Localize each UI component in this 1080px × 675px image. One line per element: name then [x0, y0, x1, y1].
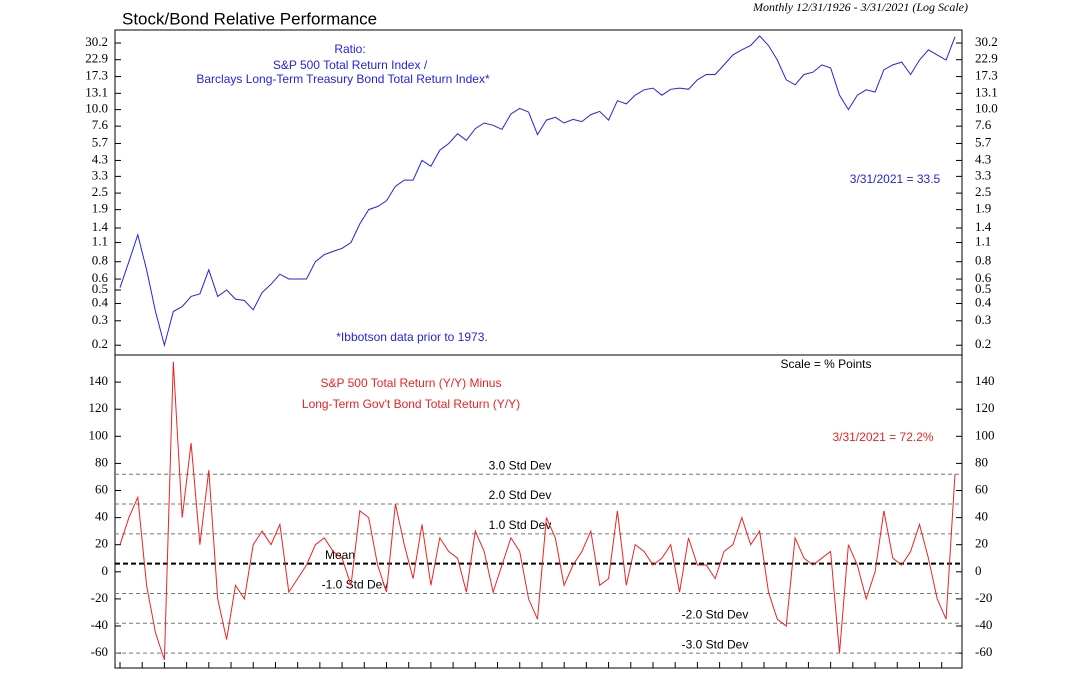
data-line — [119, 35, 956, 348]
reference-label: -1.0 Std Dev — [322, 578, 389, 592]
y-tick-label: 40 — [975, 509, 988, 524]
y-tick-label: 30.2 — [975, 34, 998, 49]
y-tick-label: 0.8 — [92, 253, 108, 268]
y-tick-label: 10.0 — [975, 101, 998, 116]
y-tick-label: -40 — [91, 617, 108, 632]
annotation: Scale = % Points — [780, 357, 871, 371]
y-tick-label: 1.1 — [975, 234, 991, 249]
y-tick-label: 120 — [89, 400, 109, 415]
annotation: Barclays Long-Term Treasury Bond Total R… — [196, 72, 490, 86]
y-tick-label: 60 — [95, 481, 108, 496]
y-tick-label: 7.6 — [92, 117, 109, 132]
y-tick-label: 17.3 — [975, 68, 998, 83]
y-tick-label: 22.9 — [975, 51, 998, 66]
y-tick-label: 1.9 — [975, 201, 991, 216]
y-tick-label: 0 — [102, 563, 109, 578]
y-tick-label: 17.3 — [85, 68, 108, 83]
y-tick-label: 30.2 — [85, 34, 108, 49]
reference-label: 2.0 Std Dev — [489, 488, 552, 502]
chart-title: Stock/Bond Relative Performance — [122, 9, 377, 28]
y-tick-label: 5.7 — [975, 134, 992, 149]
y-tick-label: 0 — [975, 563, 982, 578]
reference-label: Mean — [325, 548, 355, 562]
reference-label: -3.0 Std Dev — [682, 637, 749, 651]
y-tick-label: -40 — [975, 617, 992, 632]
y-tick-label: -60 — [91, 644, 108, 659]
y-tick-label: 140 — [89, 373, 109, 388]
frame — [114, 29, 963, 669]
y-tick-label: 10.0 — [85, 101, 108, 116]
annotation: S&P 500 Total Return (Y/Y) Minus — [321, 376, 502, 390]
annotation: 3/31/2021 = 72.2% — [832, 430, 933, 444]
y-tick-label: 60 — [975, 481, 988, 496]
y-tick-label: 80 — [975, 454, 988, 469]
y-tick-label: -20 — [91, 590, 108, 605]
y-tick-label: 140 — [975, 373, 995, 388]
y-tick-label: 100 — [89, 427, 109, 442]
y-tick-label: 5.7 — [92, 134, 109, 149]
y-tick-label: 2.5 — [92, 184, 108, 199]
y-tick-label: 0.4 — [975, 294, 992, 309]
y-tick-label: 0.2 — [975, 336, 991, 351]
reference-label: 1.0 Std Dev — [489, 518, 552, 532]
y-tick-label: 3.3 — [975, 167, 991, 182]
y-tick-label: 40 — [95, 509, 108, 524]
y-tick-label: 1.4 — [975, 219, 992, 234]
y-tick-label: 20 — [975, 536, 988, 551]
y-tick-label: 1.1 — [92, 234, 108, 249]
y-tick-label: 0.6 — [975, 270, 992, 285]
chart-subtitle: Monthly 12/31/1926 - 3/31/2021 (Log Scal… — [752, 0, 968, 14]
y-tick-label: 7.6 — [975, 117, 992, 132]
y-tick-label: -20 — [975, 590, 992, 605]
y-tick-label: 0.8 — [975, 253, 991, 268]
annotation: *Ibbotson data prior to 1973. — [336, 330, 487, 344]
y-tick-label: 0.6 — [92, 270, 109, 285]
y-tick-label: -60 — [975, 644, 992, 659]
y-tick-label: 0.3 — [975, 312, 991, 327]
y-tick-label: 20 — [95, 536, 108, 551]
annotation: 3/31/2021 = 33.5 — [850, 172, 941, 186]
annotation: S&P 500 Total Return Index / — [273, 58, 428, 72]
data-line — [119, 361, 956, 661]
y-tick-label: 4.3 — [975, 151, 991, 166]
y-tick-label: 0.3 — [92, 312, 108, 327]
y-tick-label: 4.3 — [92, 151, 108, 166]
y-tick-label: 100 — [975, 427, 995, 442]
y-tick-label: 22.9 — [85, 51, 108, 66]
y-tick-label: 1.4 — [92, 219, 109, 234]
y-tick-label: 120 — [975, 400, 995, 415]
annotation: Long-Term Gov't Bond Total Return (Y/Y) — [302, 397, 520, 411]
y-tick-label: 0.5 — [92, 281, 108, 296]
y-tick-label: 13.1 — [85, 84, 108, 99]
y-tick-label: 80 — [95, 454, 108, 469]
y-tick-label: 13.1 — [975, 84, 998, 99]
y-tick-label: 0.4 — [92, 294, 109, 309]
reference-label: -2.0 Std Dev — [682, 607, 749, 621]
y-tick-label: 0.5 — [975, 281, 991, 296]
annotation: Ratio: — [334, 42, 365, 56]
y-tick-label: 3.3 — [92, 167, 108, 182]
y-tick-label: 2.5 — [975, 184, 991, 199]
y-tick-label: 1.9 — [92, 201, 108, 216]
reference-label: 3.0 Std Dev — [489, 458, 552, 472]
y-tick-label: 0.2 — [92, 336, 108, 351]
